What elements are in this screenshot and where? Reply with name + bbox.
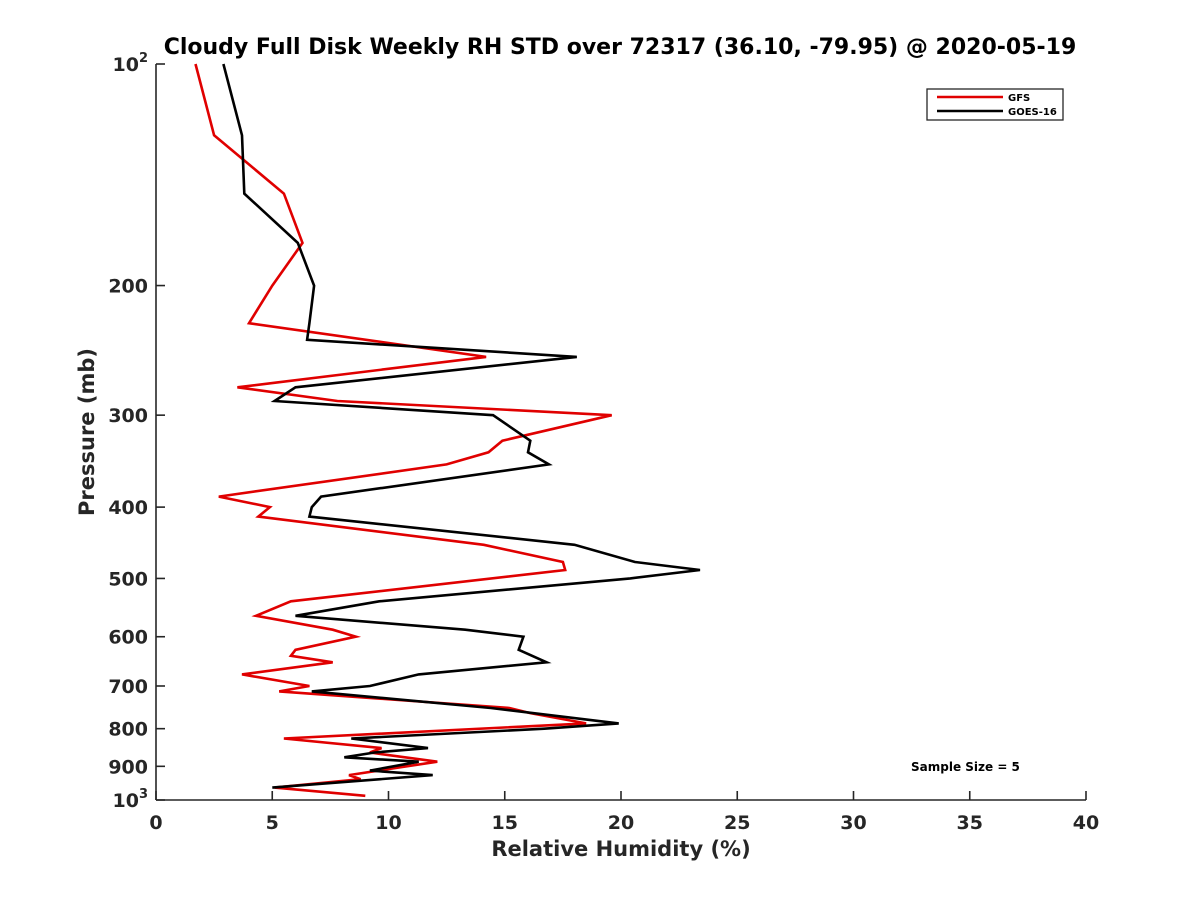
- series-line-gfs: [194, 63, 612, 798]
- x-tick-label: 25: [724, 812, 750, 834]
- legend-box: [926, 88, 1064, 121]
- series-layer: [194, 63, 701, 798]
- x-axis-ticks: 0 5 10 15 20 25 30 35 40: [149, 791, 1099, 834]
- series-line-goes-16: [222, 63, 701, 789]
- chart-title: Cloudy Full Disk Weekly RH STD over 7231…: [164, 35, 1077, 60]
- x-tick-label: 0: [149, 812, 162, 834]
- y-tick-label-base: 10: [113, 790, 139, 812]
- y-tick-label: 500: [108, 568, 148, 590]
- x-tick-label: 35: [957, 812, 983, 834]
- y-tick-label: 600: [108, 627, 148, 649]
- y-tick-label-exponent: 3: [139, 787, 148, 802]
- y-tick-label: 103: [113, 787, 149, 812]
- x-axis-label: Relative Humidity (%): [491, 837, 750, 861]
- y-tick-label: 300: [108, 405, 148, 427]
- y-tick-label: 800: [108, 719, 148, 741]
- y-tick-label-base: 900: [108, 756, 148, 778]
- x-tick-label: 10: [375, 812, 401, 834]
- y-tick-label-base: 300: [108, 405, 148, 427]
- x-tick-label: 40: [1073, 812, 1099, 834]
- y-tick-label-base: 400: [108, 497, 148, 519]
- y-tick-label: 700: [108, 676, 148, 698]
- y-tick-label-base: 10: [113, 54, 139, 76]
- legend-label-goes16: GOES-16: [1008, 107, 1057, 118]
- x-tick-label: 20: [608, 812, 634, 834]
- y-tick-label: 900: [108, 756, 148, 778]
- y-tick-label: 102: [113, 51, 149, 76]
- y-tick-label-base: 600: [108, 627, 148, 649]
- y-tick-label-base: 500: [108, 568, 148, 590]
- sample-size-annotation: Sample Size = 5: [911, 760, 1020, 774]
- y-tick-label-base: 800: [108, 719, 148, 741]
- y-tick-label-exponent: 2: [139, 51, 148, 66]
- legend-label-gfs: GFS: [1008, 93, 1030, 104]
- y-tick-label: 400: [108, 497, 148, 519]
- y-tick-label-base: 200: [108, 276, 148, 298]
- legend: GFS GOES-16: [926, 88, 1064, 121]
- x-tick-label: 5: [266, 812, 279, 834]
- y-tick-label-base: 700: [108, 676, 148, 698]
- y-axis-label: Pressure (mb): [75, 348, 99, 516]
- x-tick-label: 15: [492, 812, 518, 834]
- x-tick-label: 30: [840, 812, 866, 834]
- y-tick-label: 200: [108, 276, 148, 298]
